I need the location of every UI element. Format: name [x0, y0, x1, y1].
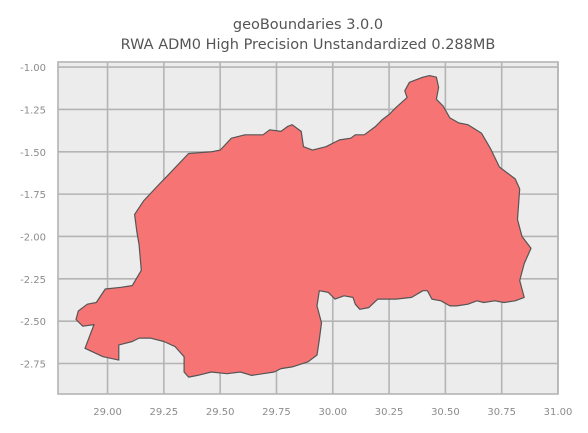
map-title: geoBoundaries 3.0.0 [233, 17, 383, 33]
x-tick-label: 29.00 [93, 407, 122, 418]
y-tick-label: -2.25 [20, 275, 46, 286]
x-tick-label: 30.50 [431, 407, 460, 418]
y-tick-label: -1.00 [20, 63, 46, 74]
x-tick-label: 31.00 [544, 407, 573, 418]
y-tick-label: -2.75 [20, 360, 46, 371]
x-tick-label: 30.25 [375, 407, 404, 418]
x-axis-ticks: 29.00 29.25 29.50 29.75 30.00 30.25 30.50 30.75… [93, 407, 572, 418]
map-subtitle: RWA ADM0 High Precision Unstandardized 0… [121, 37, 496, 53]
y-tick-label: -2.50 [20, 317, 46, 328]
y-tick-label: -1.50 [20, 148, 46, 159]
y-tick-label: -2.00 [20, 232, 46, 243]
x-tick-label: 29.75 [262, 407, 291, 418]
x-tick-label: 30.00 [318, 407, 347, 418]
country-boundary-rwa [75, 75, 532, 378]
y-tick-label: -1.75 [20, 190, 46, 201]
y-tick-label: -1.25 [20, 105, 46, 116]
x-tick-label: 30.75 [487, 407, 516, 418]
axis-frame [57, 61, 559, 395]
y-axis-ticks: -1.00 -1.25 -1.50 -1.75 -2.00 -2.25 -2.50 -2.75 [20, 63, 46, 370]
plot-area [57, 61, 559, 395]
x-tick-label: 29.50 [206, 407, 235, 418]
x-tick-label: 29.25 [150, 407, 179, 418]
